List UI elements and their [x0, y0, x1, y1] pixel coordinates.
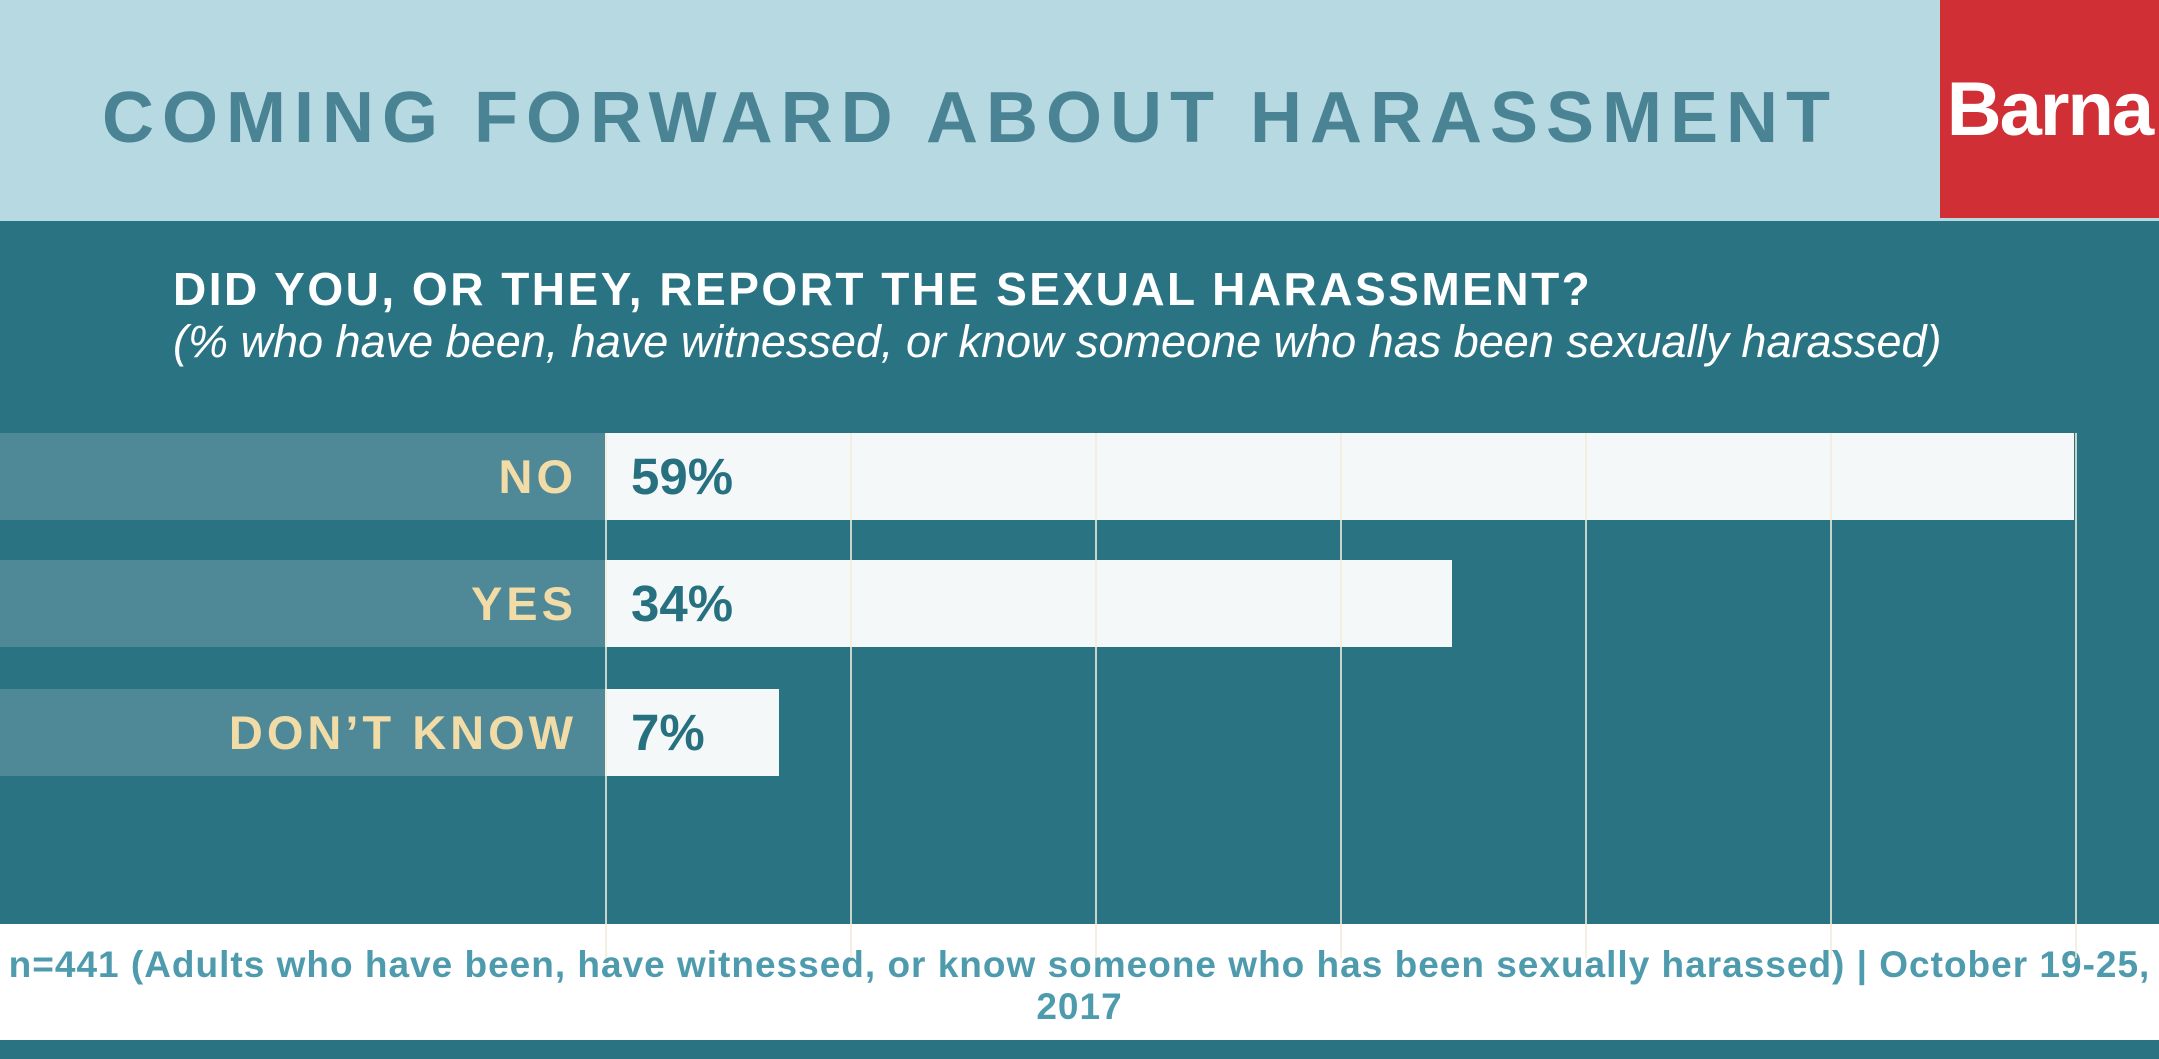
bar: [605, 433, 2074, 520]
gridline: [850, 433, 852, 958]
footer-note: n=441 (Adults who have been, have witnes…: [8, 944, 2151, 1027]
gridline: [1585, 433, 1587, 958]
row-label: NO: [498, 450, 577, 503]
gridline: [2075, 433, 2077, 958]
chart-subtitle: (% who have been, have witnessed, or kno…: [173, 316, 1942, 367]
bar-value: 34%: [631, 575, 734, 632]
bar: [605, 560, 1452, 647]
bottom-accent-bar: [0, 1040, 2159, 1059]
gridline: [1095, 433, 1097, 958]
row-label: YES: [470, 577, 577, 630]
row-label-band: NO: [0, 433, 605, 520]
header-band: COMING FORWARD ABOUT HARASSMENT Barna: [0, 0, 2159, 221]
chart-title: DID YOU, OR THEY, REPORT THE SEXUAL HARA…: [173, 263, 1593, 315]
gridline: [1830, 433, 1832, 958]
barna-logo-text: Barna: [1946, 66, 2154, 152]
row-label-band: DON’T KNOW: [0, 689, 605, 776]
footer-band: [0, 924, 2159, 1040]
bar-value: 7%: [631, 704, 705, 761]
barna-logo: Barna: [1940, 0, 2159, 218]
bar: [605, 689, 779, 776]
bar-value: 59%: [631, 448, 734, 505]
gridline: [605, 433, 607, 958]
gridline: [1340, 433, 1342, 958]
row-label: DON’T KNOW: [228, 706, 577, 759]
row-label-band: YES: [0, 560, 605, 647]
page-title: COMING FORWARD ABOUT HARASSMENT: [102, 77, 1838, 158]
